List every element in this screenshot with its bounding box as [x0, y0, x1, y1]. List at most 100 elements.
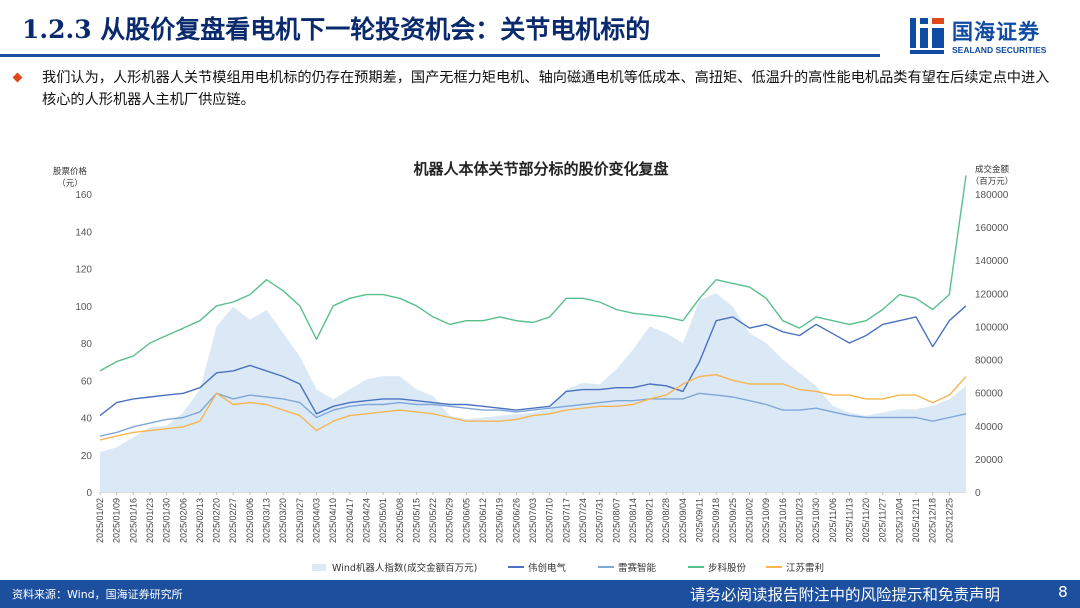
page-number: 8	[1058, 583, 1068, 601]
x-tick-label: 2025/05/22	[428, 498, 438, 543]
x-tick-label: 2025/02/20	[212, 498, 222, 543]
right-tick-label: 0	[975, 488, 981, 499]
logo-chinese-name: 国海证券	[952, 20, 1040, 44]
x-tick-label: 2025/12/18	[928, 498, 938, 543]
x-tick-label: 2025/11/13	[844, 498, 854, 542]
x-tick-label: 2025/07/03	[528, 498, 538, 543]
x-tick-label: 2025/01/23	[145, 498, 155, 543]
bullet-diamond-icon	[12, 72, 23, 83]
legend-label-Wind机器人指数(成交金额百万元): Wind机器人指数(成交金额百万元)	[332, 562, 477, 574]
x-tick-label: 2025/07/31	[595, 498, 605, 543]
left-tick-label: 0	[86, 488, 92, 499]
left-tick-label: 60	[81, 376, 93, 387]
left-tick-label: 20	[81, 451, 93, 462]
left-tick-label: 80	[81, 339, 93, 350]
x-tick-label: 2025/05/15	[411, 498, 421, 543]
footer-bar: 资料来源：Wind，国海证券研究所 请务必阅读报告附注中的风险提示和免责声明 8	[0, 580, 1080, 608]
x-tick-label: 2025/08/28	[661, 498, 671, 543]
x-tick-label: 2025/04/17	[345, 498, 355, 543]
series-line-雷赛智能	[99, 392, 967, 437]
x-tick-label: 2025/09/11	[695, 498, 705, 542]
x-tick-label: 2025/02/13	[195, 498, 205, 543]
left-tick-label: 120	[75, 265, 92, 276]
x-tick-label: 2025/01/09	[112, 498, 122, 543]
right-tick-label: 40000	[975, 422, 1003, 433]
x-tick-label: 2025/03/13	[262, 498, 272, 543]
left-axis-title: （元）	[57, 178, 83, 189]
x-tick-label: 2025/01/30	[162, 498, 172, 543]
brand-logo: 国海证券 SEALAND SECURITIES	[908, 14, 1068, 58]
x-tick-label: 2025/03/06	[245, 498, 255, 543]
sealand-logo-icon	[910, 18, 944, 54]
series-line-江苏雷利	[99, 374, 967, 441]
x-tick-label: 2025/01/16	[128, 498, 138, 543]
x-tick-label: 2025/08/07	[611, 498, 621, 543]
right-tick-label: 120000	[975, 289, 1009, 300]
x-tick-label: 2025/08/14	[628, 498, 638, 543]
x-tick-label: 2025/12/25	[944, 498, 954, 543]
logo-english-name: SEALAND SECURITIES	[952, 45, 1047, 55]
x-tick-label: 2025/10/30	[811, 498, 821, 543]
x-tick-label: 2025/11/27	[878, 498, 888, 542]
x-tick-label: 2025/09/04	[678, 498, 688, 543]
legend-label-伟创电气: 伟创电气	[528, 562, 567, 574]
x-tick-label: 2025/07/17	[561, 498, 571, 543]
left-axis-title: 股票价格	[53, 166, 88, 177]
legend-label-江苏雷利: 江苏雷利	[786, 562, 824, 574]
left-tick-label: 100	[75, 302, 92, 313]
x-tick-label: 2025/08/21	[645, 498, 655, 543]
x-tick-label: 2025/05/08	[395, 498, 405, 543]
x-tick-label: 2025/02/06	[178, 498, 188, 543]
x-tick-label: 2025/12/11	[911, 498, 921, 542]
x-tick-label: 2025/11/06	[828, 498, 838, 542]
left-tick-label: 140	[75, 227, 92, 238]
x-tick-label: 2025/02/27	[228, 498, 238, 543]
x-tick-label: 2025/12/04	[894, 498, 904, 543]
right-tick-label: 20000	[975, 455, 1003, 466]
right-tick-label: 140000	[975, 256, 1009, 267]
x-tick-label: 2025/05/01	[378, 498, 388, 543]
series-area-Wind机器人指数(成交金额百万元)	[100, 293, 966, 492]
x-tick-label: 2025/07/24	[578, 498, 588, 543]
x-tick-label: 2025/09/18	[711, 498, 721, 543]
legend-label-步科股份: 步科股份	[708, 562, 747, 574]
intro-paragraph: 我们认为，人形机器人关节模组用电机标的仍存在预期差，国产无框力矩电机、轴向磁通电…	[42, 70, 1050, 108]
legend-label-雷赛智能: 雷赛智能	[618, 562, 657, 574]
x-tick-label: 2025/10/16	[778, 498, 788, 543]
x-tick-label: 2025/06/19	[495, 498, 505, 543]
disclaimer-text: 请务必阅读报告附注中的风险提示和免责声明	[690, 586, 1001, 604]
page-header: 1.2.3 从股价复盘看电机下一轮投资机会：关节电机标的 国海证券 SEALAN…	[0, 0, 1080, 62]
x-tick-label: 2025/06/05	[461, 498, 471, 543]
x-tick-label: 2025/03/27	[295, 498, 305, 543]
right-tick-label: 80000	[975, 356, 1003, 367]
series-line-伟创电气	[99, 305, 967, 417]
x-tick-label: 2025/04/10	[328, 498, 338, 543]
x-tick-label: 2025/07/10	[545, 498, 555, 543]
x-tick-label: 2025/04/24	[361, 498, 371, 543]
x-tick-label: 2025/10/09	[761, 498, 771, 543]
title-divider	[0, 54, 880, 57]
x-tick-label: 2025/06/12	[478, 498, 488, 543]
x-tick-label: 2025/06/26	[511, 498, 521, 543]
x-tick-label: 2025/03/20	[278, 498, 288, 543]
source-note: 资料来源：Wind，国海证券研究所	[12, 588, 183, 601]
x-tick-label: 2025/04/03	[312, 498, 322, 543]
chart-title: 机器人本体关节部分标的股价变化复盘	[413, 160, 668, 178]
stock-price-chart: 机器人本体关节部分标的股价变化复盘 股票价格（元） 成交金额（百万元） 0 20 40 60…	[53, 160, 1014, 574]
x-tick-label: 2025/10/02	[745, 498, 755, 543]
x-tick-label: 2025/09/25	[728, 498, 738, 543]
x-tick-label: 2025/01/02	[95, 498, 105, 543]
right-tick-label: 60000	[975, 389, 1003, 400]
right-axis-title: 成交金额	[975, 164, 1010, 175]
right-tick-label: 180000	[975, 190, 1009, 201]
page-title: 1.2.3 从股价复盘看电机下一轮投资机会：关节电机标的	[22, 15, 651, 44]
x-tick-label: 2025/10/23	[794, 498, 804, 543]
x-tick-label: 2025/11/20	[861, 498, 871, 542]
left-tick-label: 160	[75, 190, 92, 201]
legend-swatch-Wind机器人指数(成交金额百万元)	[312, 564, 326, 571]
right-axis-title: （百万元）	[971, 176, 1014, 187]
series-line-步科股份	[99, 175, 967, 372]
right-tick-label: 160000	[975, 223, 1009, 234]
x-tick-label: 2025/05/29	[445, 498, 455, 543]
right-tick-label: 100000	[975, 322, 1009, 333]
